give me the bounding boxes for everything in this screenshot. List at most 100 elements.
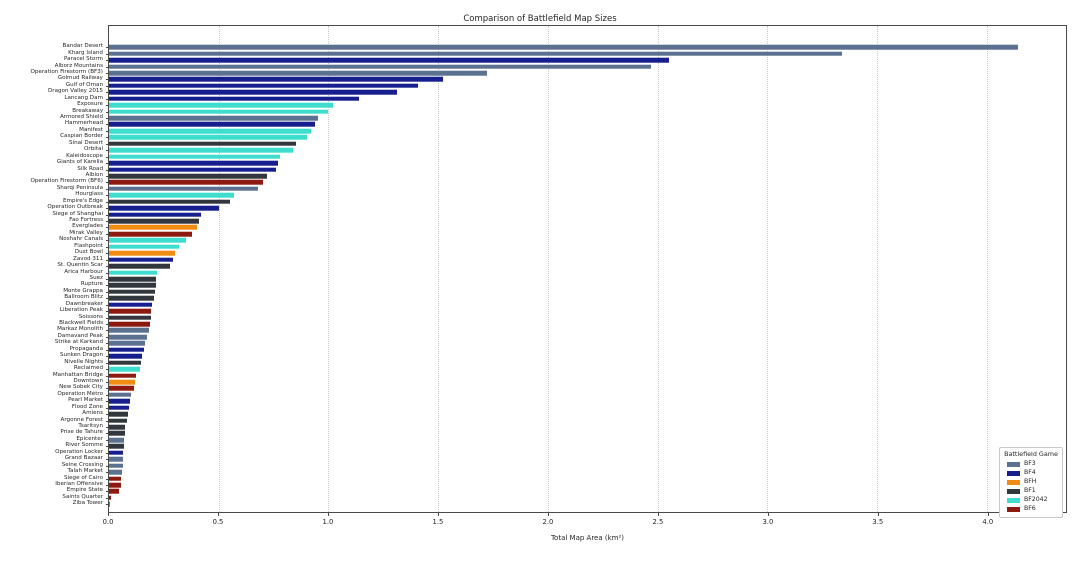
x-tick-mark xyxy=(437,513,439,516)
map-label: Nivelle Nights xyxy=(64,358,103,365)
map-bar xyxy=(109,366,140,372)
map-bar xyxy=(109,77,443,82)
map-label: Epicenter xyxy=(76,436,103,443)
x-tick-label: 1.0 xyxy=(322,518,334,526)
legend-swatch xyxy=(1007,471,1020,476)
y-tick-mark xyxy=(106,266,109,268)
map-bar xyxy=(109,109,329,114)
x-tick-label: 3.0 xyxy=(762,518,774,526)
y-tick-mark xyxy=(106,362,109,364)
y-tick-mark xyxy=(106,227,109,229)
bar-row: Rupture xyxy=(81,282,1066,288)
x-tick-mark xyxy=(657,513,659,516)
map-label: Gulf of Oman xyxy=(65,82,103,89)
map-label: Operation Firestorm (BF6) xyxy=(30,178,103,185)
map-label: Tsaritsyn xyxy=(78,423,103,430)
map-label: Ballroom Blitz xyxy=(64,294,103,301)
x-tick-label: 1.5 xyxy=(432,518,444,526)
bar-rows: Bandar Desert Kharg Island Paracel Storm Al… xyxy=(30,44,1066,508)
map-label: Blackwell Fields xyxy=(59,320,103,327)
bar-row: Noshahr Canals xyxy=(59,237,1066,243)
bar-row: Everglades xyxy=(72,224,1066,230)
bar-row: Orbital xyxy=(84,147,1066,153)
y-tick-mark xyxy=(106,414,109,416)
y-tick-mark xyxy=(106,375,109,377)
y-tick-mark xyxy=(106,259,109,261)
legend-entry: BF2042 xyxy=(1000,496,1062,505)
bar-row: Alborz Mountains xyxy=(55,63,1066,69)
bar-row: Grand Bazaar xyxy=(65,456,1066,462)
map-label: Liberation Peak xyxy=(59,307,103,314)
x-tick-label: 2.0 xyxy=(542,518,554,526)
y-tick-mark xyxy=(106,60,109,62)
map-label: Suez xyxy=(89,275,103,282)
legend-label: BF3 xyxy=(1024,460,1036,468)
map-bar xyxy=(109,379,136,385)
map-bar xyxy=(109,353,142,359)
y-tick-mark xyxy=(106,278,109,280)
map-bar xyxy=(109,328,149,333)
bar-row: Reclaimed xyxy=(74,366,1066,372)
bar-row: Operation Outbreak xyxy=(47,205,1066,211)
legend-swatch xyxy=(1007,462,1020,467)
map-label: Sunken Dragon xyxy=(60,352,103,359)
map-bar xyxy=(109,315,151,320)
map-label: Siege of Cairo xyxy=(64,474,103,481)
map-bar xyxy=(109,321,151,327)
bar-row: Ballroom Blitz xyxy=(64,295,1066,301)
map-bar xyxy=(109,424,126,430)
legend-label: BF4 xyxy=(1024,469,1036,477)
map-label: Manhattan Bridge xyxy=(52,371,103,378)
map-bar xyxy=(109,57,669,63)
y-tick-mark xyxy=(106,118,109,120)
bar-row: Sunken Dragon xyxy=(60,353,1066,359)
map-bar xyxy=(109,89,397,95)
map-label: Markaz Monolith xyxy=(57,326,103,333)
map-bar xyxy=(109,199,230,205)
bar-row: Exposure xyxy=(77,102,1066,108)
y-tick-mark xyxy=(106,182,109,184)
y-tick-mark xyxy=(106,439,109,441)
map-bar xyxy=(109,115,318,121)
map-bar xyxy=(109,405,129,411)
bar-row: Arica Harbour xyxy=(64,269,1066,275)
bar-row: Talah Market xyxy=(68,469,1066,475)
bar-row: Iberian Offensive xyxy=(55,482,1066,488)
bar-row: Empire State xyxy=(67,488,1066,494)
bar-row: Hourglass xyxy=(75,192,1066,198)
y-tick-mark xyxy=(106,214,109,216)
x-tick-mark xyxy=(327,513,329,516)
legend-swatch xyxy=(1007,480,1020,485)
map-label: Mirak Valley xyxy=(69,230,103,237)
map-bar xyxy=(109,128,311,134)
map-bar xyxy=(109,450,124,456)
map-label: Albion xyxy=(85,172,103,179)
legend-entry: BF6 xyxy=(1000,505,1062,514)
bar-row: Silk Road xyxy=(77,166,1066,172)
y-tick-mark xyxy=(106,124,109,126)
legend-entries: BF3 BF4 BFH BF1 BF2042 BF6 xyxy=(1000,460,1062,514)
bar-row: Nivelle Nights xyxy=(64,359,1066,365)
y-tick-mark xyxy=(106,491,109,493)
map-bar xyxy=(109,463,123,468)
map-bar xyxy=(109,244,180,250)
map-label: St. Quentin Scar xyxy=(57,262,103,269)
map-bar xyxy=(109,135,307,140)
bar-row: Damavand Peak xyxy=(57,333,1066,340)
map-bar xyxy=(109,205,219,211)
bar-row: River Somme xyxy=(65,443,1066,449)
map-label: Grand Bazaar xyxy=(64,455,103,462)
map-label: Exposure xyxy=(77,101,103,108)
map-label: Dust Bowl xyxy=(74,249,103,256)
y-tick-mark xyxy=(106,47,109,49)
bar-row: Prise de Tahure xyxy=(60,430,1066,436)
map-bar xyxy=(109,302,152,308)
y-tick-mark xyxy=(106,330,109,332)
gridline xyxy=(218,26,220,512)
bar-row: Dragon Valley 2015 xyxy=(48,89,1066,95)
map-bar xyxy=(109,192,235,198)
map-label: Kaleidoscope xyxy=(66,152,103,159)
gridline xyxy=(438,26,440,512)
y-tick-mark xyxy=(106,381,109,383)
bar-row: Hammerhead xyxy=(65,121,1066,127)
